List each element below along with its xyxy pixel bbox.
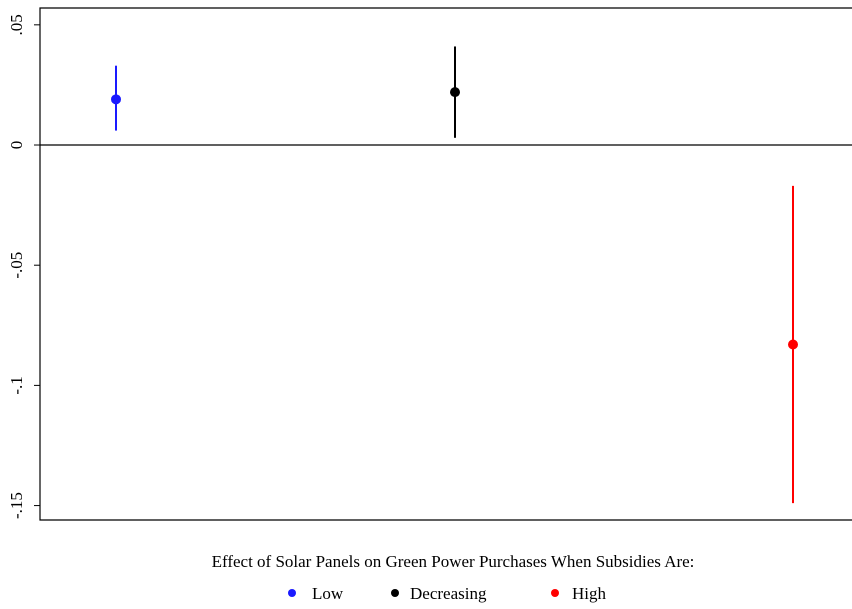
y-tick-label: 0: [7, 141, 26, 150]
x-axis-title: Effect of Solar Panels on Green Power Pu…: [212, 552, 695, 571]
point: [788, 339, 798, 350]
plot-frame: [39, 7, 852, 521]
legend-label: High: [572, 584, 607, 603]
legend-marker: [391, 589, 399, 597]
y-tick-label: -.05: [7, 252, 26, 279]
legend-marker: [551, 589, 559, 597]
point: [450, 87, 460, 98]
point: [111, 94, 121, 105]
legend-label: Decreasing: [410, 584, 487, 603]
y-tick-label: .05: [7, 14, 26, 35]
y-tick-label: -.15: [7, 492, 26, 519]
legend-marker: [288, 589, 296, 597]
legend-label: Low: [312, 584, 344, 603]
y-tick-label: -.1: [7, 376, 26, 394]
